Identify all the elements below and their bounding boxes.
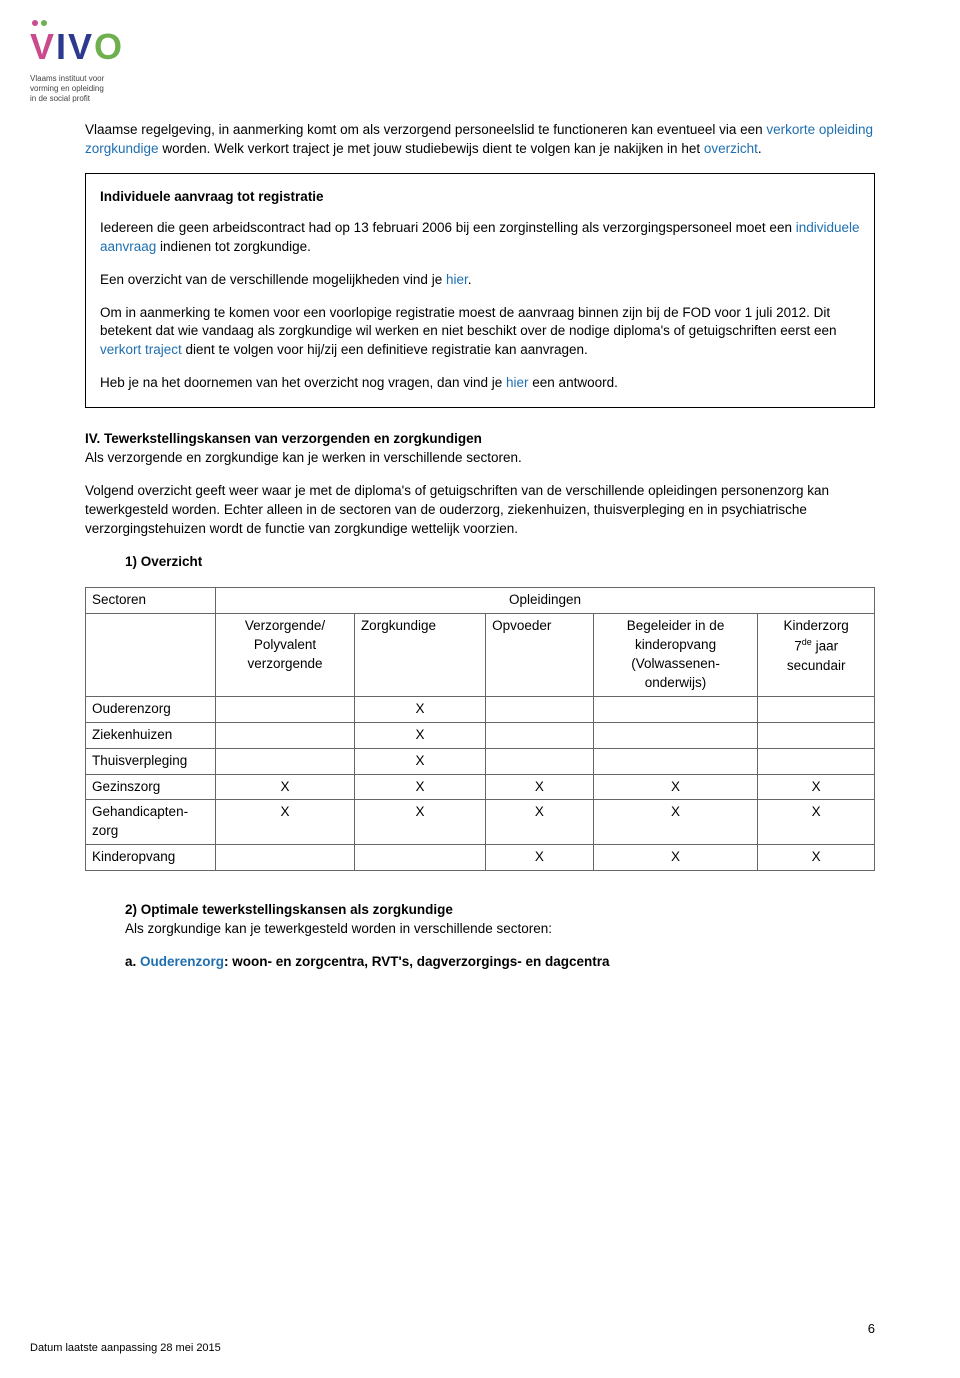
data-cell: X [758, 800, 875, 845]
section-4b-p1: Als zorgkundige kan je tewerkgesteld wor… [125, 920, 875, 939]
data-cell: X [216, 800, 355, 845]
data-cell [593, 722, 758, 748]
table-row: Ouderenzorg X [86, 696, 875, 722]
sector-cell: Ziekenhuizen [86, 722, 216, 748]
logo: V I V O Vlaams instituut voor vorming en… [30, 20, 875, 103]
data-cell: X [758, 845, 875, 871]
data-cell: X [593, 800, 758, 845]
section-4-p2: Volgend overzicht geeft weer waar je met… [85, 482, 875, 539]
data-cell [486, 748, 594, 774]
link-hier-2[interactable]: hier [506, 375, 529, 390]
data-cell [486, 696, 594, 722]
header-sectoren: Sectoren [86, 588, 216, 614]
data-cell [758, 696, 875, 722]
data-cell [354, 845, 485, 871]
col-header: Verzorgende/Polyvalentverzorgende [216, 614, 355, 697]
col-header: Zorgkundige [354, 614, 485, 697]
sector-table: Sectoren Opleidingen Verzorgende/Polyval… [85, 587, 875, 871]
logo-subtitle: Vlaams instituut voor vorming en opleidi… [30, 74, 875, 103]
sector-cell: Ouderenzorg [86, 696, 216, 722]
table-row: GezinszorgXXXXX [86, 774, 875, 800]
table-row: KinderopvangXXX [86, 845, 875, 871]
data-cell [216, 722, 355, 748]
data-cell [486, 722, 594, 748]
box-p4: Heb je na het doornemen van het overzich… [100, 374, 860, 393]
footer-date: Datum laatste aanpassing 28 mei 2015 [30, 1341, 221, 1356]
sector-cell: Gehandicapten-zorg [86, 800, 216, 845]
logo-text: V I V O [30, 22, 875, 72]
empty-cell [86, 614, 216, 697]
data-cell [593, 748, 758, 774]
section-4b: 2) Optimale tewerkstellingskansen als zo… [125, 901, 875, 939]
box-title: Individuele aanvraag tot registratie [100, 188, 860, 207]
col-header: Begeleider in dekinderopvang(Volwassenen… [593, 614, 758, 697]
link-overzicht[interactable]: overzicht [704, 141, 758, 156]
sector-cell: Gezinszorg [86, 774, 216, 800]
data-cell: X [354, 696, 485, 722]
section-4-heading: IV. Tewerkstellingskansen van verzorgend… [85, 430, 875, 449]
data-cell [593, 696, 758, 722]
page-number: 6 [868, 1320, 875, 1338]
col-header: Opvoeder [486, 614, 594, 697]
table-header-row-1: Sectoren Opleidingen [86, 588, 875, 614]
sector-cell: Kinderopvang [86, 845, 216, 871]
data-cell: X [354, 800, 485, 845]
table-row: Ziekenhuizen X [86, 722, 875, 748]
intro-paragraph: Vlaamse regelgeving, in aanmerking komt … [85, 121, 875, 159]
link-ouderenzorg[interactable]: Ouderenzorg [140, 954, 224, 969]
box-p1: Iedereen die geen arbeidscontract had op… [100, 219, 860, 257]
col-header: Kinderzorg7de jaarsecundair [758, 614, 875, 697]
section-4-p1: Als verzorgende en zorgkundige kan je we… [85, 449, 875, 468]
data-cell: X [486, 845, 594, 871]
data-cell: X [758, 774, 875, 800]
table-row: Gehandicapten-zorgXXXXX [86, 800, 875, 845]
data-cell: X [486, 800, 594, 845]
list-item-1: 1) Overzicht [125, 553, 875, 572]
table-header-row-2: Verzorgende/PolyvalentverzorgendeZorgkun… [86, 614, 875, 697]
section-4b-title: 2) Optimale tewerkstellingskansen als zo… [125, 901, 875, 920]
section-4b-item-a: a. Ouderenzorg: woon- en zorgcentra, RVT… [125, 953, 875, 972]
table-row: Thuisverpleging X [86, 748, 875, 774]
data-cell: X [216, 774, 355, 800]
data-cell [216, 845, 355, 871]
link-verkort-traject[interactable]: verkort traject [100, 342, 182, 357]
data-cell [216, 748, 355, 774]
data-cell: X [354, 774, 485, 800]
data-cell: X [486, 774, 594, 800]
data-cell [216, 696, 355, 722]
data-cell: X [593, 845, 758, 871]
data-cell: X [354, 722, 485, 748]
box-p3: Om in aanmerking te komen voor een voorl… [100, 304, 860, 361]
data-cell: X [354, 748, 485, 774]
data-cell [758, 722, 875, 748]
link-hier-1[interactable]: hier [446, 272, 468, 287]
data-cell: X [593, 774, 758, 800]
sector-cell: Thuisverpleging [86, 748, 216, 774]
data-cell [758, 748, 875, 774]
registration-box: Individuele aanvraag tot registratie Ied… [85, 173, 875, 408]
box-p2: Een overzicht van de verschillende mogel… [100, 271, 860, 290]
header-opleidingen: Opleidingen [216, 588, 875, 614]
